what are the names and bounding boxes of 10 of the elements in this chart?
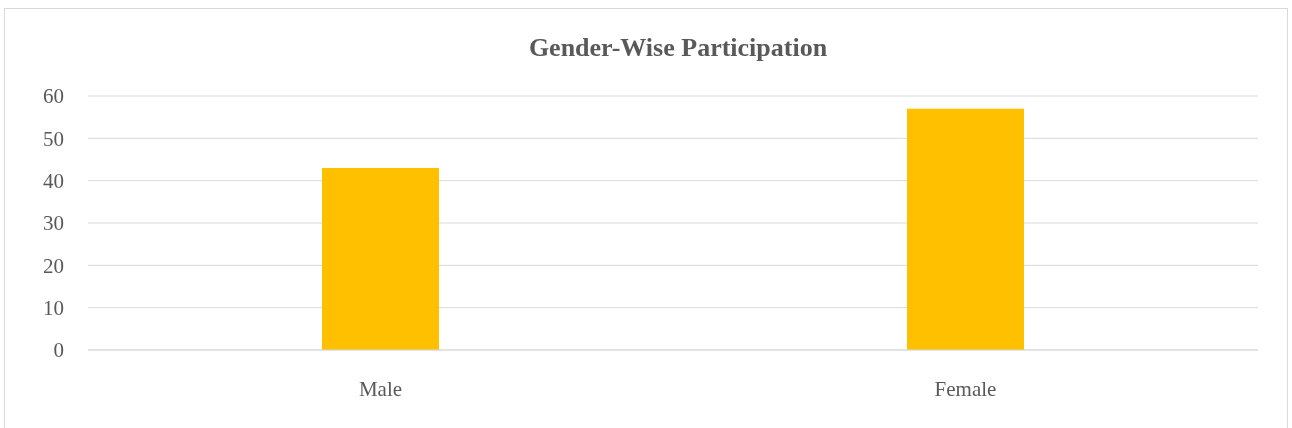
y-tick-label: 20: [43, 253, 64, 278]
y-tick-label: 60: [43, 84, 64, 109]
chart-title: Gender-Wise Participation: [528, 33, 828, 62]
x-tick-label: Female: [934, 377, 997, 401]
y-tick-label: 10: [43, 296, 64, 321]
y-tick-label: 50: [43, 126, 64, 151]
y-tick-label: 40: [43, 169, 64, 194]
y-tick-label: 30: [43, 211, 64, 236]
x-tick-label: Male: [358, 377, 403, 401]
y-tick-label: 0: [53, 338, 64, 363]
